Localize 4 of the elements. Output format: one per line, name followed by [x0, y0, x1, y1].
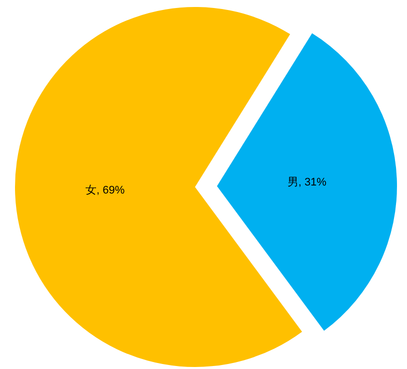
- slice-label: 女: [86, 184, 96, 197]
- data-label: , 31%: [298, 176, 327, 189]
- data-label: , 69%: [96, 184, 125, 197]
- slice-label: 男: [287, 176, 298, 189]
